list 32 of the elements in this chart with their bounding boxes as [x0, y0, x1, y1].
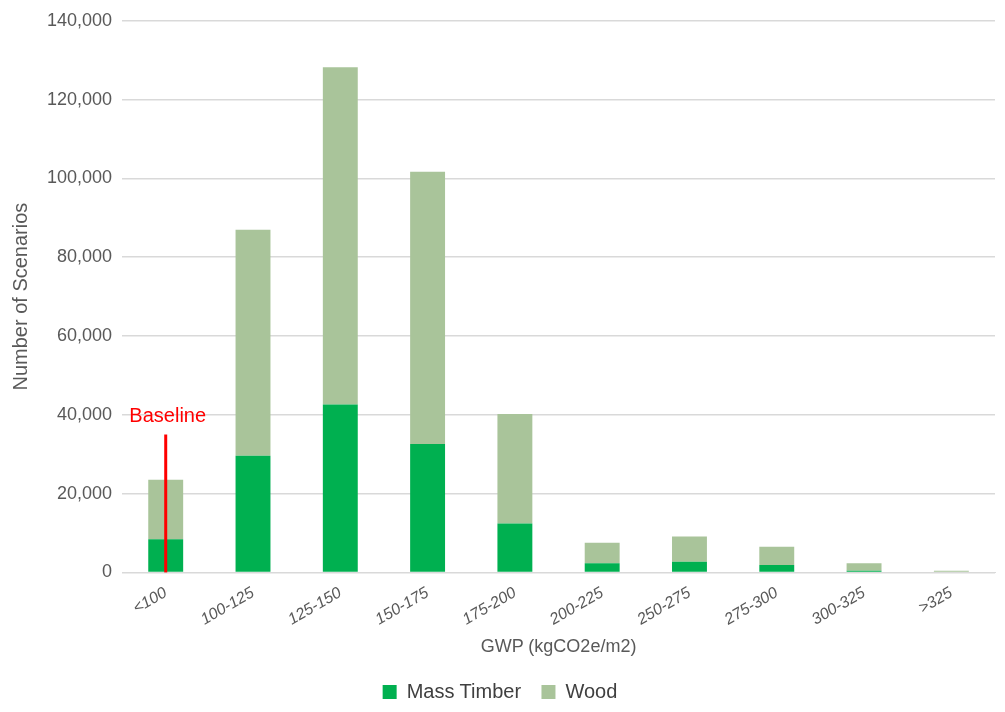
bar — [759, 564, 795, 572]
y-axis-title: Number of Scenarios — [8, 202, 31, 391]
x-tick-label: >325 — [915, 583, 956, 617]
bar — [672, 561, 707, 572]
legend-label: Mass Timber — [406, 679, 522, 702]
bar — [584, 563, 620, 572]
ref-line-label: Baseline — [129, 404, 207, 427]
y-tick-label: 40,000 — [57, 403, 113, 424]
bar — [410, 443, 446, 572]
bar — [148, 539, 184, 572]
legend-label: Wood — [565, 679, 618, 702]
bar — [322, 404, 358, 572]
bar — [759, 546, 795, 565]
bar — [322, 67, 358, 405]
bar — [235, 229, 271, 456]
bar — [148, 479, 184, 540]
y-tick-label: 20,000 — [57, 482, 113, 503]
bar — [235, 455, 271, 572]
y-tick-label: 140,000 — [46, 9, 113, 30]
bar — [584, 542, 620, 564]
bar — [497, 414, 533, 524]
y-tick-label: 0 — [102, 561, 113, 582]
bar — [846, 563, 882, 571]
bar — [497, 523, 533, 572]
x-axis-title: GWP (kgCO2e/m2) — [480, 636, 637, 657]
y-tick-label: 100,000 — [46, 167, 113, 188]
bar — [410, 171, 446, 444]
y-tick-label: 60,000 — [57, 324, 113, 345]
x-tick-label: <100 — [129, 583, 170, 617]
y-tick-label: 120,000 — [46, 88, 113, 109]
y-tick-label: 80,000 — [57, 246, 113, 267]
bar — [672, 536, 707, 562]
